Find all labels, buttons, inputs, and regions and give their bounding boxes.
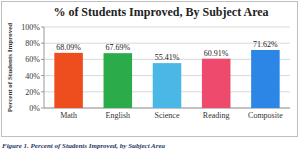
y-tick-label: 40% (25, 72, 40, 81)
x-tick-label: English (106, 111, 130, 120)
bar (251, 50, 280, 108)
bar (202, 59, 231, 108)
title: % of Students Improved, By Subject Area (53, 5, 268, 19)
chart-frame (2, 2, 298, 137)
caption: Figure 1. Percent of Students Improved, … (2, 142, 166, 150)
y-axis (44, 27, 45, 108)
bar (54, 53, 83, 108)
y-tick-label: 60% (25, 55, 40, 64)
y-tick-label: 20% (25, 88, 40, 97)
data-label: 67.69% (105, 43, 130, 52)
bar (104, 53, 133, 108)
bar (153, 63, 182, 108)
data-label: 68.09% (56, 43, 81, 52)
y-tick-label: 0% (29, 104, 40, 113)
x-tick-label: Composite (248, 111, 283, 120)
data-label: 71.62% (253, 40, 278, 49)
data-label: 60.91% (204, 49, 229, 58)
x-tick-label: Math (60, 111, 77, 120)
chart: % of Students Improved, By Subject Area P… (0, 0, 299, 152)
bars (54, 50, 279, 108)
data-label: 55.41% (155, 53, 180, 62)
y-tick-label: 100% (21, 23, 40, 32)
y-tick-label: 80% (25, 39, 40, 48)
x-tick-label: Reading (203, 111, 230, 120)
x-tick-label: Science (155, 111, 180, 120)
y-axis-label: Percent of Students Improved (6, 23, 14, 112)
grid-line (44, 27, 290, 28)
